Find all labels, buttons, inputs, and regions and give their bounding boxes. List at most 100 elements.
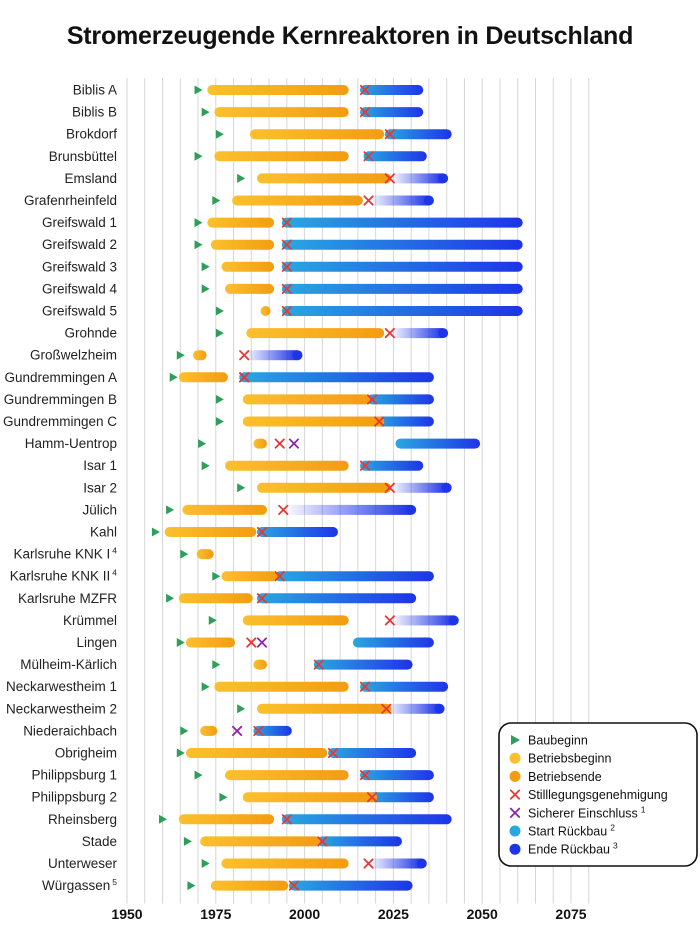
- stilllegung-marker: [359, 460, 371, 471]
- reactor-row: Brunsbüttel: [49, 149, 427, 164]
- betrieb-bar: [200, 725, 218, 736]
- einschluss-marker-stroke: [288, 438, 300, 449]
- rueckbau-bar: [363, 151, 427, 162]
- stilllegung-marker-stroke: [359, 770, 371, 781]
- rueckbau-bar: [317, 836, 402, 847]
- reactor-label: Biblis A: [73, 83, 117, 98]
- stilllegung-marker-stroke: [366, 394, 378, 405]
- rueckbau-bar: [281, 306, 523, 316]
- baubeginn-marker: [180, 549, 189, 559]
- legend-label: Baubeginn: [528, 734, 588, 748]
- footnote-mark: 2: [610, 823, 615, 833]
- baubeginn-marker: [201, 107, 210, 117]
- reactor-row: Krümmel: [63, 613, 459, 628]
- rueckbau-bar: [274, 571, 434, 582]
- reactor-label: Biblis B: [72, 105, 117, 120]
- rueckbau-planned-bar: [368, 858, 422, 869]
- stilllegung-marker: [253, 725, 264, 736]
- reactor-label: Würgassen 5: [42, 877, 117, 893]
- rueckbau-bar: [281, 261, 523, 272]
- x-tick-label: 1950: [111, 906, 142, 922]
- reactor-label: Hamm-Uentrop: [25, 436, 117, 451]
- betrieb-bar: [196, 549, 214, 560]
- legend-item: Betriebsbeginn: [509, 752, 611, 766]
- stilllegung-marker-stroke: [239, 372, 250, 383]
- reactor-label: Großwelzheim: [30, 348, 117, 363]
- stilllegung-marker-stroke: [366, 792, 378, 803]
- reactor-row: Großwelzheim: [30, 348, 303, 363]
- stilllegung-marker: [281, 305, 292, 317]
- stilllegung-marker: [384, 129, 395, 140]
- reactor-row: Karlsruhe MZFR: [18, 591, 417, 606]
- betrieb-bar: [221, 858, 349, 869]
- betrieb-bar: [225, 770, 349, 781]
- baubeginn-marker: [237, 173, 246, 183]
- rueckbau-planned-bar: [386, 703, 440, 714]
- stilllegung-marker-stroke: [246, 637, 257, 648]
- stilllegung-marker: [366, 792, 378, 803]
- x-tick-label: 2025: [378, 906, 409, 922]
- baubeginn-marker: [212, 196, 221, 205]
- baubeginn-marker: [201, 859, 210, 868]
- baubeginn-marker: [219, 792, 228, 802]
- legend-item: Baubeginn: [511, 734, 588, 748]
- betrieb-bar: [246, 328, 385, 339]
- baubeginn-marker: [215, 306, 224, 316]
- rueckbau-bar: [256, 593, 417, 604]
- reactor-row: Isar 1: [83, 458, 424, 473]
- einschluss-marker: [232, 725, 243, 736]
- rueckbau-bar: [359, 85, 424, 95]
- stilllegung-marker: [281, 217, 292, 228]
- stilllegung-marker-stroke: [281, 261, 292, 272]
- reactor-row: Greifswald 5: [42, 304, 523, 319]
- baubeginn-marker: [215, 129, 224, 139]
- reactor-row: Hamm-Uentrop: [25, 436, 481, 451]
- reactor-row: Biblis A: [73, 83, 424, 98]
- rueckbau-bar: [281, 217, 523, 228]
- baubeginn-marker: [215, 417, 224, 426]
- baubeginn-marker: [176, 748, 185, 758]
- stilllegung-marker: [281, 814, 292, 825]
- rueckbau-end-cap: [406, 504, 417, 515]
- stilllegung-marker-stroke: [256, 593, 268, 604]
- baubeginn-marker: [169, 372, 178, 382]
- legend-box: [498, 722, 698, 867]
- rueckbau-bar: [367, 394, 434, 405]
- rueckbau-planned-bar: [389, 328, 444, 339]
- reactor-label: Greifswald 3: [42, 259, 117, 274]
- reactor-label: Jülich: [82, 502, 117, 517]
- stilllegung-marker-stroke: [384, 482, 395, 493]
- legend-item: Start Rückbau 2: [509, 823, 615, 839]
- stilllegung-marker: [384, 173, 395, 184]
- baubeginn-marker: [237, 704, 246, 714]
- baubeginn-marker: [212, 660, 221, 670]
- baubeginn-marker: [176, 638, 185, 647]
- betrieb-bar: [200, 836, 321, 847]
- rueckbau-bar: [359, 681, 449, 692]
- reactor-row: Greifswald 3: [42, 259, 523, 274]
- baubeginn-marker: [151, 527, 160, 537]
- rueckbau-end-cap: [292, 350, 303, 361]
- rueckbau-bar: [359, 770, 434, 781]
- baubeginn-marker: [183, 836, 192, 846]
- legend-marker: [509, 789, 521, 800]
- legend-label: Ende Rückbau 3: [528, 841, 618, 857]
- baubeginn-marker: [237, 483, 246, 493]
- stilllegung-marker: [313, 659, 324, 670]
- footnote-mark: 3: [613, 841, 618, 851]
- rueckbau-planned-bar: [389, 615, 454, 626]
- legend-marker-stroke: [509, 807, 521, 818]
- footnote-mark: 4: [112, 568, 117, 578]
- betrieb-bar: [193, 350, 207, 361]
- legend-label: Start Rückbau 2: [528, 823, 615, 839]
- betrieb-bar: [210, 880, 289, 891]
- stilllegung-marker-stroke: [274, 571, 285, 582]
- betrieb-bar: [256, 173, 392, 184]
- rueckbau-bar: [281, 283, 523, 294]
- reactor-row: Rheinsberg: [48, 812, 452, 827]
- stilllegung-marker: [384, 615, 395, 626]
- reactor-label: Isar 2: [83, 480, 117, 495]
- baubeginn-marker: [194, 85, 203, 95]
- stilllegung-marker: [363, 858, 374, 869]
